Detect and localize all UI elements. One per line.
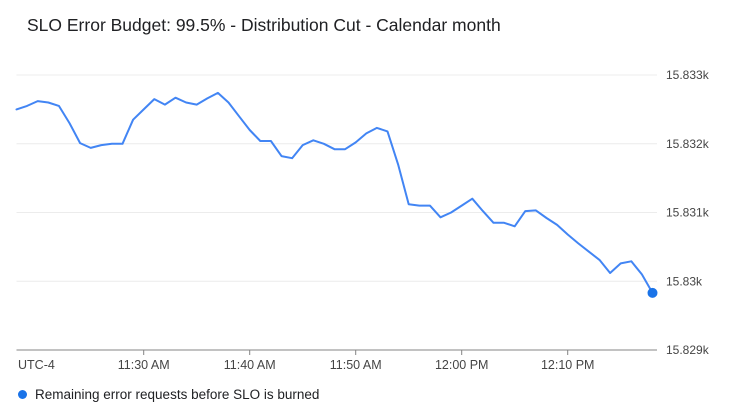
line-chart-plot[interactable]: 15.833k 15.832k 15.831k 15.83k 15.829k 11:30 … bbox=[0, 50, 732, 390]
x-tick-label: 11:40 AM bbox=[224, 358, 276, 372]
y-tick-label: 15.829k bbox=[666, 343, 710, 357]
legend-label: Remaining error requests before SLO is b… bbox=[35, 387, 320, 402]
y-tick-label: 15.83k bbox=[666, 274, 703, 288]
x-tick-label: 12:00 PM bbox=[435, 358, 489, 372]
chart-title: SLO Error Budget: 99.5% - Distribution C… bbox=[27, 15, 501, 35]
x-tick-label: 11:50 AM bbox=[330, 358, 382, 372]
y-tick-label: 15.832k bbox=[666, 137, 710, 151]
legend-color-dot-icon bbox=[18, 390, 27, 399]
x-tick-label: 12:10 PM bbox=[541, 358, 595, 372]
x-tick-label: 11:30 AM bbox=[118, 358, 170, 372]
y-tick-label: 15.833k bbox=[666, 68, 710, 82]
legend-item-remaining-error-requests[interactable]: Remaining error requests before SLO is b… bbox=[18, 387, 319, 402]
series-end-point-marker[interactable] bbox=[647, 287, 658, 298]
series-line-remaining-error-requests[interactable] bbox=[15, 91, 654, 294]
timezone-label: UTC-4 bbox=[18, 358, 55, 372]
y-tick-label: 15.831k bbox=[666, 206, 710, 220]
